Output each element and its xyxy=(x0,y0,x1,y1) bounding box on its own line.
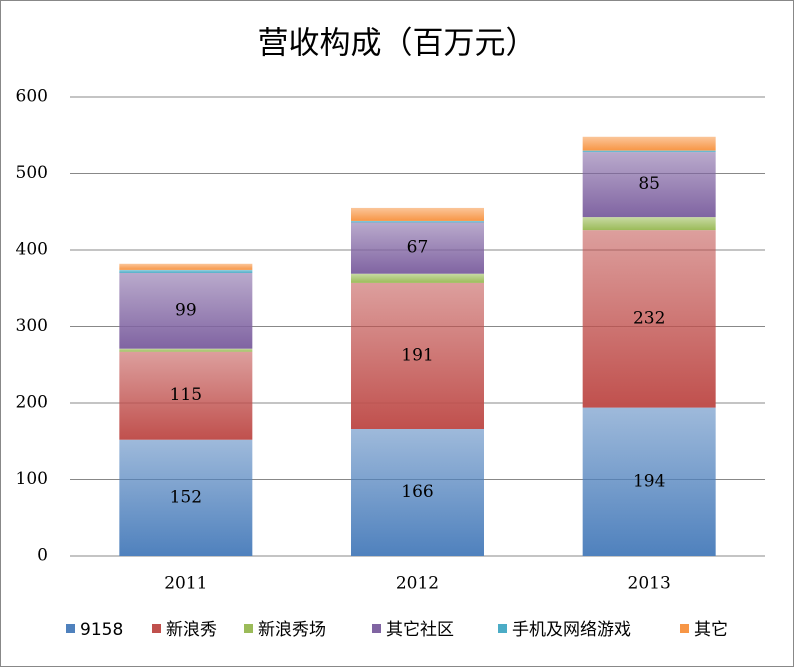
data-label: 85 xyxy=(638,174,660,194)
bar-segment xyxy=(351,282,484,430)
legend-label: 其它 xyxy=(694,620,728,640)
y-tick-label: 400 xyxy=(16,240,48,260)
x-tick-label: 2012 xyxy=(396,574,439,594)
bar-segment xyxy=(119,439,253,556)
bar-segment xyxy=(119,351,253,440)
y-tick-label: 300 xyxy=(16,316,48,336)
data-label: 115 xyxy=(170,385,202,405)
legend-label: 新浪秀 xyxy=(166,620,217,640)
data-label: 194 xyxy=(633,471,665,491)
bar-segment xyxy=(119,269,253,273)
y-tick-label: 100 xyxy=(16,469,48,489)
bar-segment xyxy=(351,207,484,221)
bar-segment xyxy=(582,150,716,153)
legend-swatch xyxy=(244,624,253,633)
bar-segment xyxy=(582,230,716,408)
y-tick-label: 600 xyxy=(16,87,48,107)
data-label: 191 xyxy=(401,345,433,365)
legend-label: 新浪秀场 xyxy=(258,620,326,640)
legend-swatch xyxy=(152,624,161,633)
y-tick-label: 200 xyxy=(16,393,48,413)
data-label: 232 xyxy=(633,308,665,328)
y-tick-label: 0 xyxy=(37,546,48,566)
data-label: 152 xyxy=(170,487,202,507)
legend-swatch xyxy=(372,624,381,633)
bar-segment xyxy=(351,220,484,223)
x-tick-label: 2013 xyxy=(628,574,671,594)
chart-title: 营收构成（百万元） xyxy=(258,26,537,62)
data-label: 166 xyxy=(401,482,433,502)
legend-swatch xyxy=(498,624,507,633)
y-tick-label: 500 xyxy=(16,163,48,183)
bar-segment xyxy=(582,152,716,218)
legend-label: 手机及网络游戏 xyxy=(512,620,631,640)
legend-label: 其它社区 xyxy=(386,620,454,640)
bar-segment xyxy=(119,348,253,352)
bar-segment xyxy=(351,273,484,283)
bar-segment xyxy=(119,263,253,270)
bar-segment xyxy=(582,217,716,231)
data-label: 67 xyxy=(407,238,429,258)
bar-segment xyxy=(351,429,484,556)
legend-swatch xyxy=(66,624,75,633)
legend-label: 9158 xyxy=(80,620,123,640)
bar-segment xyxy=(351,222,484,274)
bar-segment xyxy=(582,407,716,556)
bar-segment xyxy=(582,136,716,151)
bar-segment xyxy=(119,272,253,349)
legend-swatch xyxy=(680,624,689,633)
data-label: 99 xyxy=(175,300,197,320)
x-tick-label: 2011 xyxy=(164,574,207,594)
